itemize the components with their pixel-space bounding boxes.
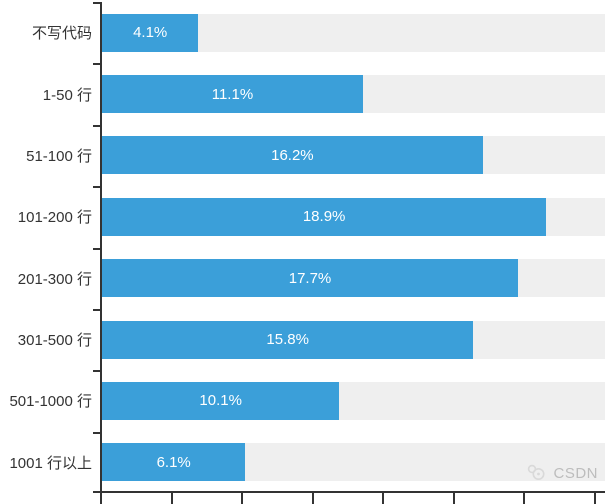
category-label: 1-50 行: [42, 86, 92, 104]
y-axis-tick: [93, 431, 101, 434]
x-axis-tick: [523, 493, 526, 504]
bar-track: 15.8%: [102, 320, 605, 359]
bar-value-label: 6.1%: [156, 453, 191, 471]
chart-row: 51-100 行 16.2%: [0, 125, 605, 186]
watermark: CSDN: [526, 464, 598, 482]
category-label: 501-1000 行: [9, 393, 92, 411]
watermark-text: CSDN: [553, 464, 598, 482]
bar-track: 18.9%: [102, 197, 605, 236]
y-axis-tick: [93, 63, 101, 66]
category-label: 301-500 行: [17, 332, 92, 350]
chart-row: 1001 行以上 6.1%: [0, 432, 605, 493]
y-axis-tick: [93, 370, 101, 373]
bar: 11.1%: [102, 75, 363, 114]
bar: 10.1%: [102, 381, 340, 420]
x-axis-tick: [452, 493, 455, 504]
bar-value-label: 15.8%: [266, 331, 309, 349]
x-axis-tick: [241, 493, 244, 504]
bar-track: 10.1%: [102, 381, 605, 420]
x-axis-tick: [311, 493, 314, 504]
y-axis-line: [100, 2, 102, 492]
x-axis-tick: [170, 493, 173, 504]
chart-row: 1-50 行 11.1%: [0, 63, 605, 124]
bar-value-label: 11.1%: [211, 85, 254, 103]
y-axis-tick: [93, 491, 101, 493]
bar: 16.2%: [102, 136, 483, 175]
category-label: 不写代码: [31, 25, 92, 43]
x-axis-line: [100, 491, 605, 493]
category-label: 1001 行以上: [9, 454, 92, 472]
chart-row: 101-200 行 18.9%: [0, 186, 605, 247]
bar-value-label: 16.2%: [271, 146, 314, 164]
bar: 6.1%: [102, 443, 246, 482]
bar: 18.9%: [102, 197, 547, 236]
bar-track: 4.1%: [102, 13, 605, 52]
x-axis-tick: [593, 493, 596, 504]
chart-row: 201-300 行 17.7%: [0, 248, 605, 309]
y-axis-tick: [93, 2, 101, 4]
bar: 4.1%: [102, 13, 199, 52]
bar-track: 6.1%: [102, 443, 605, 482]
csdn-logo-icon: [526, 464, 548, 482]
bar: 15.8%: [102, 320, 474, 359]
bar-track: 16.2%: [102, 136, 605, 175]
chart-rows: 不写代码 4.1% 1-50 行 11.1% 51-100 行 16.2% 101-200 …: [0, 2, 605, 493]
x-axis-tick: [100, 493, 102, 504]
chart-row: 501-1000 行 10.1%: [0, 370, 605, 431]
bar-track: 11.1%: [102, 75, 605, 114]
x-axis-tick: [382, 493, 385, 504]
y-axis-tick: [93, 308, 101, 311]
y-axis-tick: [93, 247, 101, 250]
y-axis-tick: [93, 124, 101, 127]
bar-value-label: 10.1%: [199, 392, 242, 410]
chart-row: 301-500 行 15.8%: [0, 309, 605, 370]
category-label: 51-100 行: [26, 147, 92, 165]
category-label: 201-300 行: [17, 270, 92, 288]
y-axis-tick: [93, 186, 101, 189]
bar-value-label: 17.7%: [288, 269, 332, 287]
chart-row: 不写代码 4.1%: [0, 2, 605, 63]
bar: 17.7%: [102, 259, 519, 298]
bar-track: 17.7%: [102, 259, 605, 298]
category-label: 101-200 行: [17, 209, 92, 227]
bar-value-label: 18.9%: [302, 208, 346, 226]
bar-value-label: 4.1%: [133, 24, 168, 42]
